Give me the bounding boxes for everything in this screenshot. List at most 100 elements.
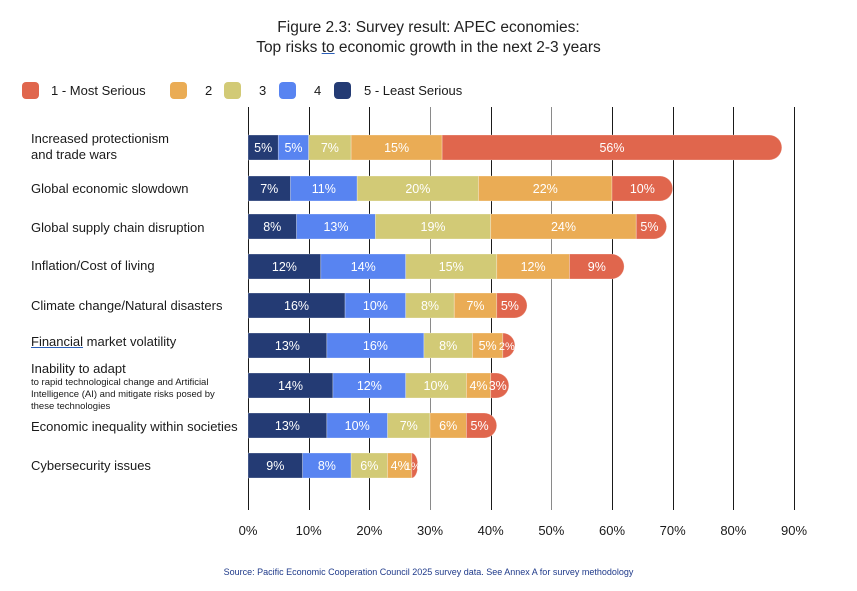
subtitle-part-1: Top risks [256, 39, 322, 56]
bar-segment [411, 452, 419, 479]
bar-value-label: 16% [284, 299, 309, 313]
bar-segment [569, 253, 625, 280]
bar-value-label: 6% [360, 459, 378, 473]
bar-segment [490, 213, 637, 240]
x-tick-label: 70% [659, 523, 686, 538]
bar-value-label: 8% [439, 339, 457, 353]
bar-value-label: 5% [254, 141, 272, 155]
bar-value-label: 11% [312, 182, 336, 196]
bar-segment [350, 452, 388, 479]
legend-label-3: 3 [259, 83, 267, 98]
bar-segment [296, 213, 376, 240]
bar-value-label: 12% [272, 260, 297, 274]
bar-segment [453, 292, 498, 319]
bar-value-label: 24% [551, 220, 576, 234]
bar-segment [405, 372, 467, 399]
legend-item-2: 2 [170, 82, 212, 99]
bar-value-label: 5% [501, 299, 519, 313]
bar-value-label: 13% [323, 220, 348, 234]
bar-value-label: 7% [400, 419, 418, 433]
x-tick-label: 80% [720, 523, 747, 538]
bar-segment [247, 292, 346, 319]
category-label-7-sub: to rapid technological change and Artifi… [31, 377, 215, 412]
bar-segment [441, 134, 783, 161]
bar-value-label: 12% [521, 260, 546, 274]
bar-segment [344, 292, 407, 319]
category-label-5: Climate change/Natural disasters [31, 298, 223, 313]
bar-value-label: 10% [630, 182, 655, 196]
subtitle-part-underlined: to [321, 39, 335, 56]
bar-value-label: 2% [499, 341, 515, 353]
bar-segment [308, 134, 352, 161]
legend-swatch-2 [170, 82, 187, 99]
bar-segment [326, 412, 388, 439]
x-tick-label: 40% [477, 523, 504, 538]
bar-segment [496, 292, 528, 319]
bar-value-label: 12% [357, 379, 382, 393]
bar-segment [490, 372, 510, 399]
bar-value-label: 56% [599, 141, 624, 155]
bar-segment [387, 412, 431, 439]
x-tick-label: 20% [356, 523, 383, 538]
category-label-7: Inability to adapt to rapid technologica… [31, 361, 231, 413]
bar-value-label: 22% [533, 182, 558, 196]
bar-segment [290, 175, 358, 202]
x-tick-label: 30% [416, 523, 444, 538]
bar-value-label: 10% [345, 419, 370, 433]
category-label-2: Global economic slowdown [31, 181, 189, 196]
category-label-6-rest: market volatility [83, 334, 177, 349]
bar-value-label: 15% [439, 260, 464, 274]
legend-item-5: 5 - Least Serious [334, 82, 462, 99]
bar-segment [478, 175, 613, 202]
bar-value-label: 14% [351, 260, 376, 274]
legend-swatch-4 [279, 82, 296, 99]
bar-value-label: 10% [363, 299, 388, 313]
bar-value-label: 7% [260, 182, 278, 196]
category-label-7-main: Inability to adapt [31, 361, 126, 376]
bar-value-label: 5% [471, 419, 489, 433]
bar-value-label: 5% [284, 141, 302, 155]
bar-segment [465, 372, 492, 399]
x-tick-label: 60% [598, 523, 626, 538]
bar-value-label: 8% [318, 459, 336, 473]
bar-value-label: 9% [266, 459, 284, 473]
bar-segment [356, 175, 479, 202]
bar-segment [466, 412, 498, 439]
bar-segment [496, 253, 570, 280]
bar-value-label: 5% [479, 339, 497, 353]
chart-title: Figure 2.3: Survey result: APEC economie… [277, 19, 580, 36]
x-tick-label: 10% [295, 523, 322, 538]
bar-value-label: 8% [421, 299, 439, 313]
bar-value-label: 20% [405, 182, 430, 196]
legend-swatch-1 [22, 82, 39, 99]
bar-segment [374, 213, 492, 240]
subtitle-part-2: economic growth in the next 2-3 years [334, 39, 601, 56]
bar-value-label: 13% [275, 339, 300, 353]
chart-subtitle: Top risks to economic growth in the next… [0, 39, 857, 57]
legend-label-1: 1 - Most Serious [51, 83, 146, 98]
bar-segment [247, 372, 334, 399]
category-label-6: Financial market volatility [31, 334, 176, 350]
legend-label-5: 5 - Least Serious [364, 83, 463, 98]
bar-value-label: 15% [384, 141, 409, 155]
bar-value-label: 19% [421, 220, 446, 234]
category-label-3: Global supply chain disruption [31, 220, 205, 235]
bar-value-label: 16% [363, 339, 388, 353]
bar-segment [320, 253, 407, 280]
bar-segment [247, 175, 291, 202]
bar-segment [387, 452, 413, 479]
bar-value-label: 9% [588, 260, 606, 274]
legend-swatch-5 [334, 82, 351, 99]
bar-segment [277, 134, 310, 161]
bar-value-label: 1% [405, 461, 421, 473]
legend-swatch-3 [224, 82, 241, 99]
category-label-1: Increased protectionism and trade wars [31, 131, 169, 163]
bar-value-label: 7% [466, 299, 484, 313]
bar-segment [332, 372, 407, 399]
bar-value-label: 4% [469, 379, 487, 393]
bar-value-label: 5% [640, 220, 658, 234]
bar-segment [405, 253, 498, 280]
bar-segment [247, 332, 328, 359]
bar-segment [611, 175, 674, 202]
bar-value-label: 3% [489, 379, 507, 393]
